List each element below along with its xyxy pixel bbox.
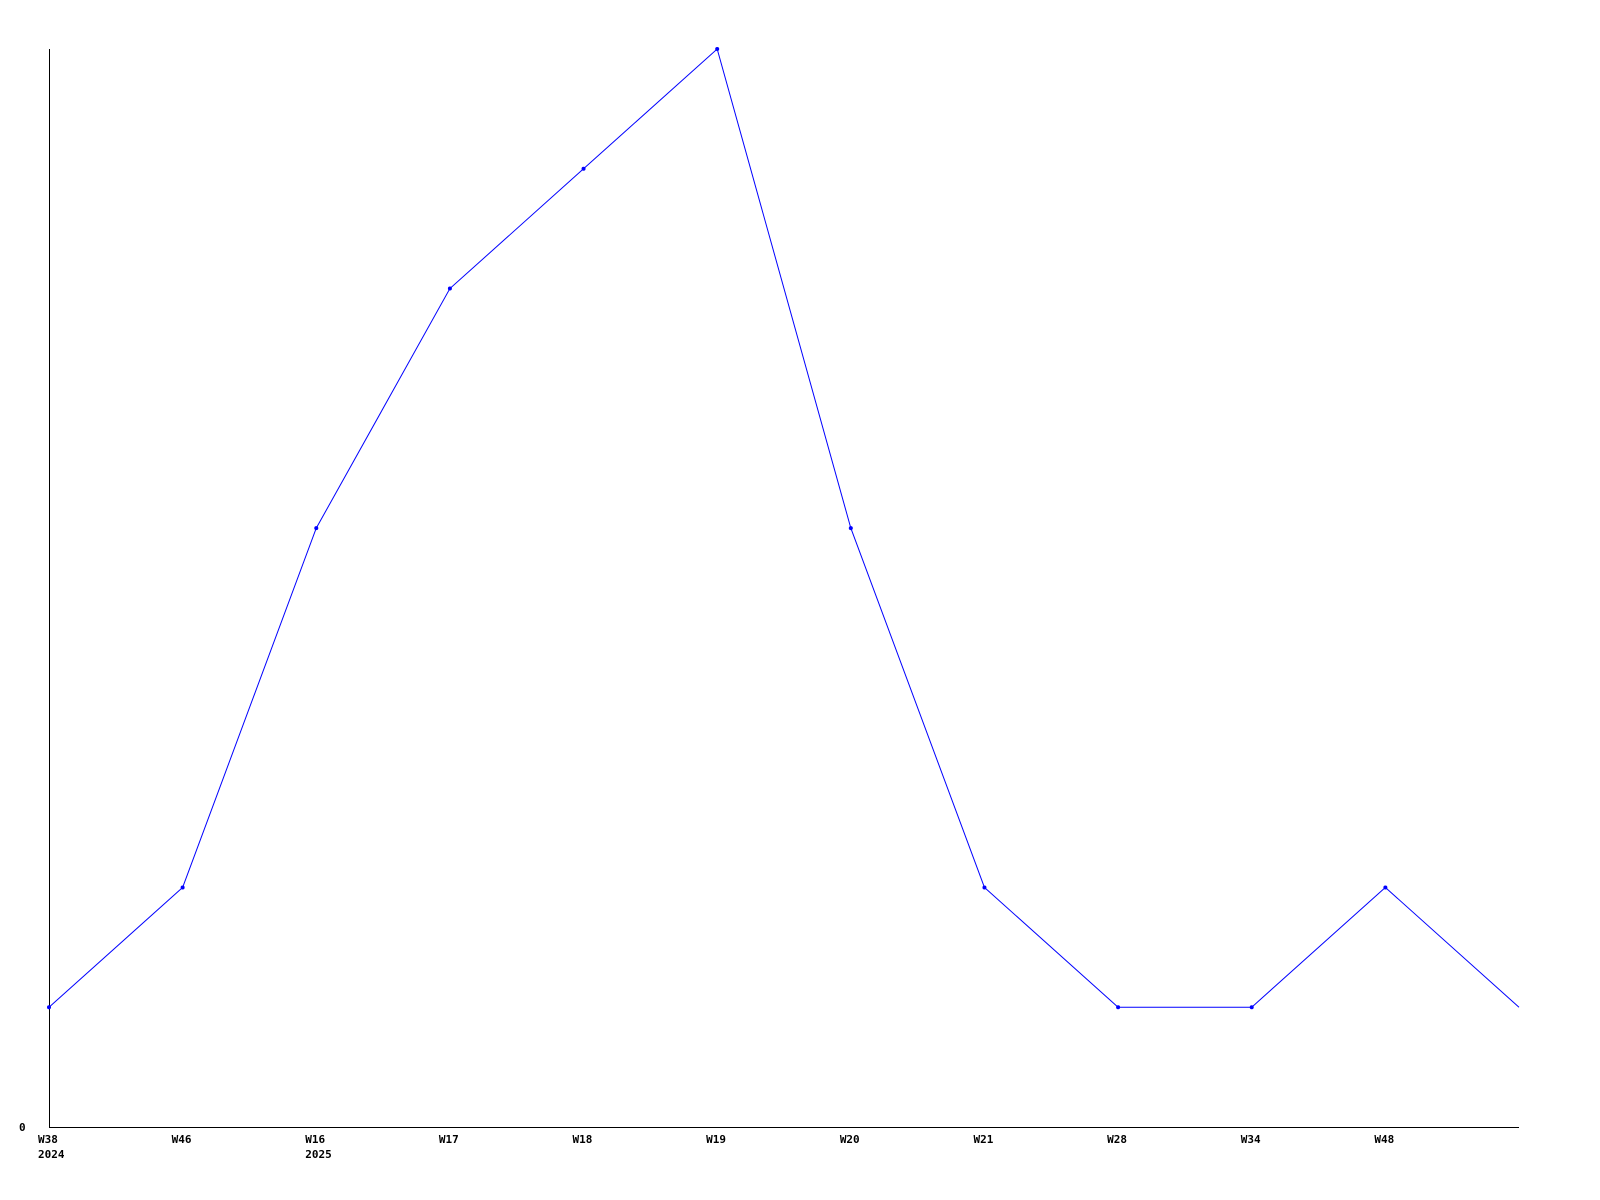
- data-point: [447, 286, 452, 291]
- x-tick-label: W34: [1241, 1133, 1261, 1146]
- x-tick-label: W18: [573, 1133, 593, 1146]
- data-point: [715, 47, 720, 51]
- x-tick-label: W28: [1107, 1133, 1127, 1146]
- x-tick-label: W21: [973, 1133, 993, 1146]
- x-tick-label: W48: [1374, 1133, 1394, 1146]
- data-point: [581, 166, 586, 171]
- data-point: [982, 885, 987, 890]
- x-tick-label: W19: [706, 1133, 726, 1146]
- x-tick-year-label: 2024: [38, 1148, 65, 1161]
- data-point: [314, 526, 319, 531]
- data-point: [47, 1005, 51, 1010]
- data-point: [180, 885, 185, 890]
- data-point: [848, 526, 853, 531]
- x-tick-label: W38: [38, 1133, 58, 1146]
- data-point: [1116, 1005, 1121, 1010]
- x-tick-label: W17: [439, 1133, 459, 1146]
- data-point: [1383, 885, 1388, 890]
- x-tick-label: W16: [305, 1133, 325, 1146]
- series-line: [48, 48, 1520, 1008]
- x-tick-label: W20: [840, 1133, 860, 1146]
- x-tick-label: W46: [172, 1133, 192, 1146]
- data-point: [1249, 1005, 1254, 1010]
- x-tick-year-label: 2025: [305, 1148, 332, 1161]
- y-tick-label: 0: [19, 1121, 26, 1134]
